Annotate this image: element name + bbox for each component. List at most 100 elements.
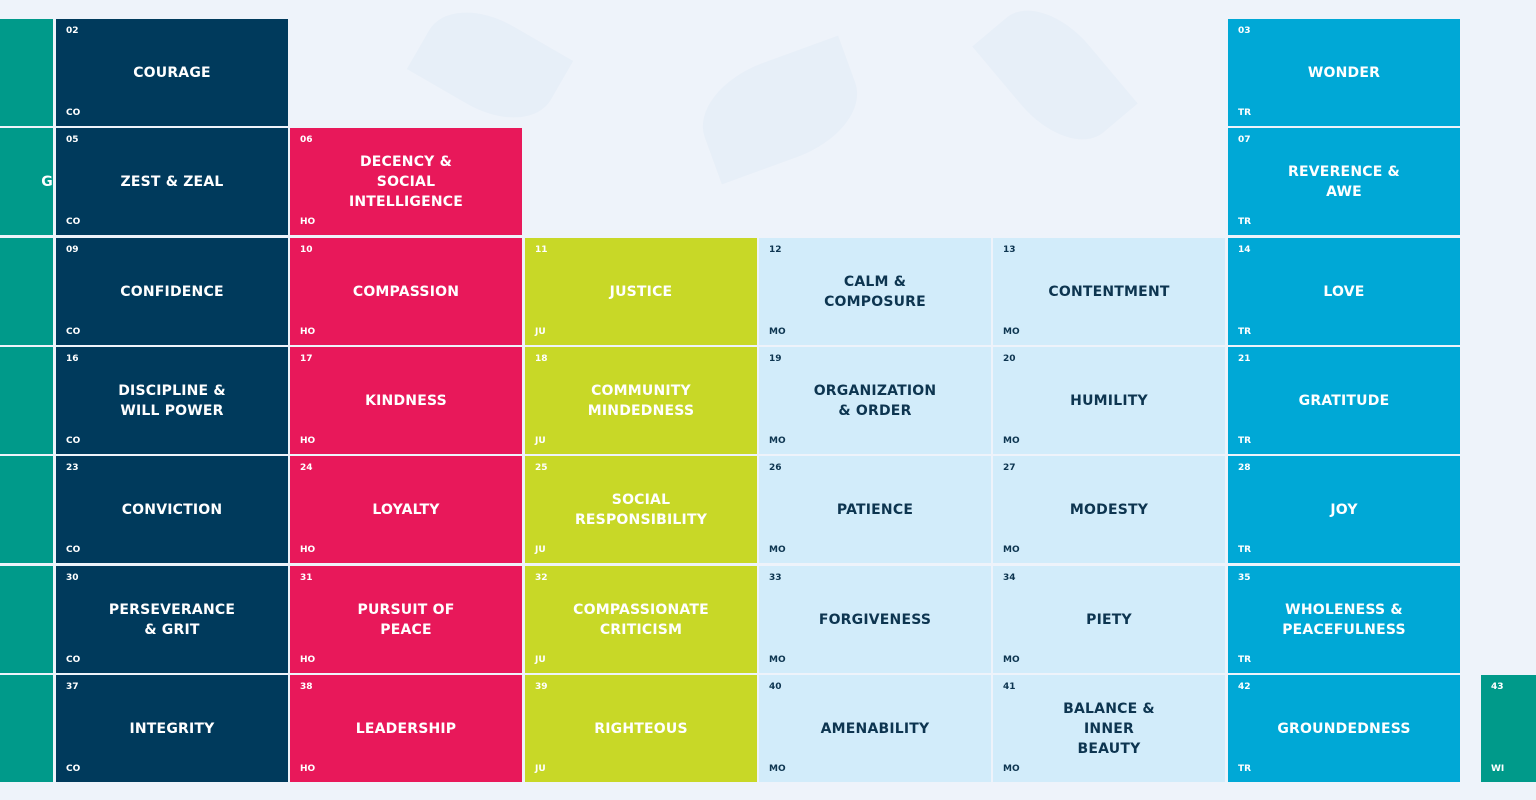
trait-cell[interactable]: 03 Wonder TR <box>1228 19 1460 126</box>
trait-label: Community Mindedness <box>587 382 695 419</box>
trait-number: 40 <box>769 682 782 692</box>
trait-cell[interactable]: 07 Reverence & Awe TR <box>1228 128 1460 235</box>
trait-group-code: MO <box>1003 764 1020 774</box>
trait-number: 26 <box>769 463 782 473</box>
trait-cell[interactable]: 39 Righteous JU <box>525 675 757 782</box>
trait-cell[interactable]: 02 Courage CO <box>56 19 288 126</box>
trait-cell[interactable]: 06 Decency & Social Intelligence HO <box>290 128 522 235</box>
trait-number: 42 <box>1238 682 1251 692</box>
trait-cell[interactable] <box>0 675 53 782</box>
trait-number: 28 <box>1238 463 1251 473</box>
trait-label: G <box>41 173 53 190</box>
trait-cell[interactable]: 09 Confidence CO <box>56 238 288 345</box>
trait-group-code: TR <box>1238 217 1252 227</box>
trait-cell[interactable]: 20 Humility MO <box>993 347 1225 454</box>
trait-label: Wonder <box>1307 64 1381 81</box>
trait-cell[interactable]: 33 Forgiveness MO <box>759 566 991 673</box>
trait-cell[interactable]: 26 Patience MO <box>759 456 991 563</box>
trait-group-code: TR <box>1238 655 1252 665</box>
trait-label: Groundedness <box>1277 720 1411 737</box>
trait-label: Love <box>1323 283 1365 300</box>
trait-cell[interactable]: 34 Piety MO <box>993 566 1225 673</box>
trait-group-code: JU <box>535 655 546 665</box>
trait-number: 23 <box>66 463 79 473</box>
trait-cell[interactable]: 38 Leadership HO <box>290 675 522 782</box>
trait-cell[interactable]: 43 WI <box>1481 675 1536 782</box>
trait-cell[interactable]: 12 Calm & Composure MO <box>759 238 991 345</box>
trait-cell[interactable] <box>0 19 53 126</box>
trait-label: Leadership <box>355 720 457 737</box>
trait-number: 14 <box>1238 245 1251 255</box>
trait-cell[interactable]: G <box>0 128 53 235</box>
trait-group-code: TR <box>1238 764 1252 774</box>
trait-cell[interactable]: 31 Pursuit of Peace HO <box>290 566 522 673</box>
trait-label: Discipline & Will Power <box>118 382 226 419</box>
trait-cell[interactable] <box>0 238 53 345</box>
trait-label: Joy <box>1330 501 1358 518</box>
trait-label: Balance & Inner Beauty <box>1063 700 1155 757</box>
trait-cell[interactable]: 35 Wholeness & Peacefulness TR <box>1228 566 1460 673</box>
trait-number: 41 <box>1003 682 1016 692</box>
trait-group-code: JU <box>535 764 546 774</box>
trait-group-code: MO <box>1003 655 1020 665</box>
trait-group-code: CO <box>66 545 81 555</box>
trait-cell[interactable]: 18 Community Mindedness JU <box>525 347 757 454</box>
trait-label: Compassionate Criticism <box>573 601 709 638</box>
trait-label: Amenability <box>820 720 930 737</box>
trait-cell[interactable]: 41 Balance & Inner Beauty MO <box>993 675 1225 782</box>
trait-cell[interactable] <box>0 347 53 454</box>
trait-cell[interactable]: 05 Zest & Zeal CO <box>56 128 288 235</box>
trait-label: Integrity <box>129 720 215 737</box>
trait-cell[interactable]: 23 Conviction CO <box>56 456 288 563</box>
trait-number: 24 <box>300 463 313 473</box>
trait-cell[interactable]: 10 Compassion HO <box>290 238 522 345</box>
trait-number: 31 <box>300 573 313 583</box>
trait-number: 35 <box>1238 573 1251 583</box>
trait-label: Forgiveness <box>818 611 932 628</box>
trait-cell[interactable]: 17 Kindness HO <box>290 347 522 454</box>
trait-number: 37 <box>66 682 79 692</box>
trait-cell[interactable]: 19 Organization & Order MO <box>759 347 991 454</box>
trait-group-code: MO <box>769 655 786 665</box>
trait-number: 19 <box>769 354 782 364</box>
trait-number: 25 <box>535 463 548 473</box>
trait-cell[interactable]: 37 Integrity CO <box>56 675 288 782</box>
trait-cell[interactable] <box>0 456 53 563</box>
trait-cell[interactable]: 11 Justice JU <box>525 238 757 345</box>
trait-label: Zest & Zeal <box>120 173 224 190</box>
trait-number: 02 <box>66 26 79 36</box>
trait-group-code: TR <box>1238 327 1252 337</box>
trait-cell[interactable]: 21 Gratitude TR <box>1228 347 1460 454</box>
trait-group-code: TR <box>1238 108 1252 118</box>
trait-group-code: JU <box>535 327 546 337</box>
trait-label: Social Responsibility <box>574 491 708 528</box>
trait-cell[interactable]: 24 Loyalty HO <box>290 456 522 563</box>
trait-number: 27 <box>1003 463 1016 473</box>
trait-cell[interactable] <box>0 566 53 673</box>
trait-number: 11 <box>535 245 548 255</box>
trait-number: 32 <box>535 573 548 583</box>
trait-group-code: HO <box>300 217 316 227</box>
trait-group-code: JU <box>535 545 546 555</box>
trait-cell[interactable]: 32 Compassionate Criticism JU <box>525 566 757 673</box>
trait-number: 17 <box>300 354 313 364</box>
trait-group-code: HO <box>300 764 316 774</box>
trait-cell[interactable]: 28 Joy TR <box>1228 456 1460 563</box>
trait-number: 34 <box>1003 573 1016 583</box>
trait-cell[interactable]: 40 Amenability MO <box>759 675 991 782</box>
trait-cell[interactable]: 14 Love TR <box>1228 238 1460 345</box>
trait-number: 21 <box>1238 354 1251 364</box>
trait-cell[interactable]: 42 Groundedness TR <box>1228 675 1460 782</box>
trait-label: Kindness <box>365 392 447 409</box>
trait-label: Humility <box>1070 392 1148 409</box>
trait-cell[interactable]: 13 Contentment MO <box>993 238 1225 345</box>
trait-label: Compassion <box>352 283 460 300</box>
trait-group-code: MO <box>1003 545 1020 555</box>
trait-number: 16 <box>66 354 79 364</box>
background-leaf <box>406 0 574 139</box>
trait-cell[interactable]: 27 Modesty MO <box>993 456 1225 563</box>
trait-cell[interactable]: 16 Discipline & Will Power CO <box>56 347 288 454</box>
trait-label: Modesty <box>1069 501 1149 518</box>
trait-cell[interactable]: 25 Social Responsibility JU <box>525 456 757 563</box>
trait-cell[interactable]: 30 Perseverance & Grit CO <box>56 566 288 673</box>
